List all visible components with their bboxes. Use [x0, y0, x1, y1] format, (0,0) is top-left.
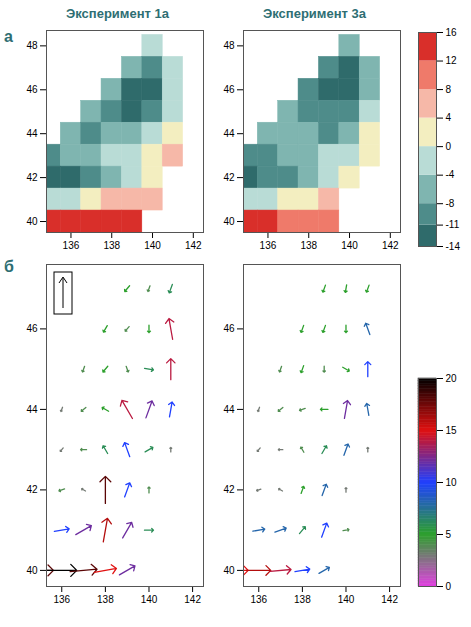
svg-text:44: 44 [223, 128, 235, 139]
svg-text:5: 5 [446, 529, 452, 540]
svg-text:140: 140 [144, 240, 161, 251]
svg-text:136: 136 [63, 240, 80, 251]
svg-text:42: 42 [26, 484, 38, 495]
svg-text:140: 140 [338, 594, 355, 605]
svg-text:142: 142 [382, 240, 399, 251]
svg-text:42: 42 [223, 484, 235, 495]
html-text:б: б [4, 258, 14, 275]
svg-text:0: 0 [446, 141, 452, 152]
svg-text:40: 40 [26, 565, 38, 576]
svg-text:142: 142 [185, 240, 202, 251]
svg-text:136: 136 [250, 594, 267, 605]
svg-text:4: 4 [446, 112, 452, 123]
svg-text:-11: -11 [446, 219, 460, 230]
svg-text:40: 40 [223, 565, 235, 576]
svg-text:48: 48 [223, 40, 235, 51]
svg-text:48: 48 [26, 40, 38, 51]
html-text:Эксперимент 3а: Эксперимент 3а [263, 6, 366, 21]
svg-text:15: 15 [446, 425, 458, 436]
svg-text:-4: -4 [446, 169, 455, 180]
svg-text:138: 138 [103, 240, 120, 251]
svg-text:0: 0 [446, 581, 452, 592]
html-text:Эксперимент 1а: Эксперимент 1а [66, 6, 169, 21]
svg-text:8: 8 [446, 84, 452, 95]
svg-text:136: 136 [53, 594, 70, 605]
svg-text:42: 42 [223, 172, 235, 183]
svg-text:40: 40 [223, 216, 235, 227]
svg-text:-14: -14 [446, 241, 461, 252]
svg-text:44: 44 [26, 128, 38, 139]
svg-text:46: 46 [26, 323, 38, 334]
svg-text:46: 46 [223, 323, 235, 334]
svg-text:12: 12 [446, 55, 458, 66]
html-text:а: а [4, 28, 13, 45]
svg-text:46: 46 [223, 84, 235, 95]
svg-text:-8: -8 [446, 198, 455, 209]
svg-text:138: 138 [294, 594, 311, 605]
svg-text:46: 46 [26, 84, 38, 95]
svg-text:40: 40 [26, 216, 38, 227]
svg-text:140: 140 [141, 594, 158, 605]
svg-text:136: 136 [260, 240, 277, 251]
svg-text:20: 20 [446, 373, 458, 384]
svg-text:138: 138 [97, 594, 114, 605]
svg-text:142: 142 [184, 594, 201, 605]
svg-text:138: 138 [300, 240, 317, 251]
svg-text:44: 44 [26, 404, 38, 415]
svg-text:16: 16 [446, 27, 458, 38]
svg-text:44: 44 [223, 404, 235, 415]
svg-text:10: 10 [446, 477, 458, 488]
svg-text:142: 142 [381, 594, 398, 605]
svg-text:42: 42 [26, 172, 38, 183]
svg-text:140: 140 [341, 240, 358, 251]
